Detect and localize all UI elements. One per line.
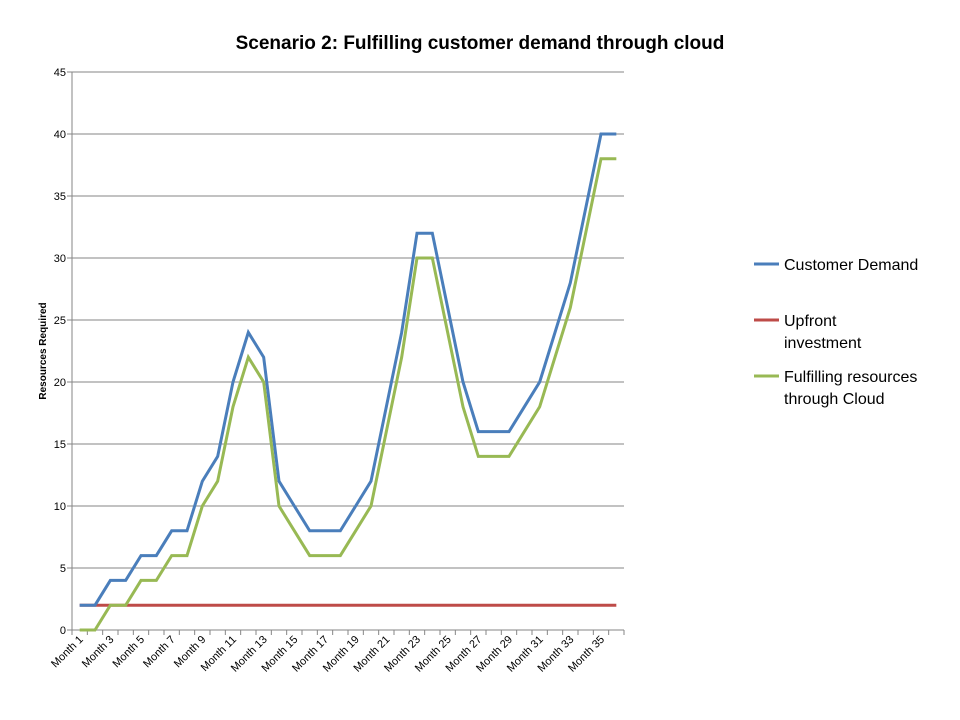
y-tick-label: 30 xyxy=(54,253,66,265)
legend-label: Fulfilling resources xyxy=(784,369,917,386)
x-tick-label: Month 1 xyxy=(49,634,86,671)
y-tick-label: 5 xyxy=(60,563,66,575)
chart-title: Scenario 2: Fulfilling customer demand t… xyxy=(236,33,725,54)
y-tick-label: 20 xyxy=(54,377,66,389)
series-line-customer-demand xyxy=(79,132,617,607)
y-tick-label: 15 xyxy=(54,439,66,451)
legend-label: Customer Demand xyxy=(784,257,918,274)
y-tick-label: 10 xyxy=(54,501,66,513)
y-tick-label: 25 xyxy=(54,315,66,327)
x-tick-label: Month 5 xyxy=(111,634,148,671)
series-line-fulfilling-resources-through-cloud xyxy=(79,157,617,632)
legend-label: investment xyxy=(784,335,862,352)
legend-label: Upfront xyxy=(784,313,837,330)
y-tick-label: 0 xyxy=(60,625,66,637)
series-lines xyxy=(79,132,617,632)
x-tick-label: Month 3 xyxy=(80,634,117,671)
axes xyxy=(71,72,625,635)
y-tick-label: 40 xyxy=(54,129,66,141)
legend-label: through Cloud xyxy=(784,391,885,408)
y-axis-label: Resources Required xyxy=(38,302,49,399)
legend: Customer Demand Upfront investment Fulfilli… xyxy=(754,257,918,408)
y-tick-labels: 0 5 10 15 20 25 30 35 40 45 xyxy=(54,67,66,637)
y-tick-label: 45 xyxy=(54,67,66,79)
x-tick-label: Month 7 xyxy=(141,634,178,671)
y-tick-label: 35 xyxy=(54,191,66,203)
